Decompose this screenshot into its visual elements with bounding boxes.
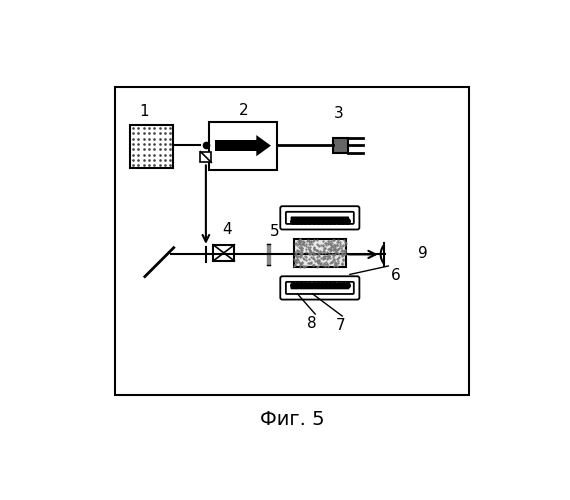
Bar xyxy=(332,138,348,153)
Bar xyxy=(201,152,211,162)
Bar xyxy=(115,87,469,395)
Text: Фиг. 5: Фиг. 5 xyxy=(260,410,324,430)
Text: 5: 5 xyxy=(270,224,280,239)
Bar xyxy=(131,126,173,168)
Text: 3: 3 xyxy=(333,106,343,122)
Text: 6: 6 xyxy=(391,268,401,283)
Text: 7: 7 xyxy=(335,318,345,333)
Text: 4: 4 xyxy=(222,222,231,237)
Bar xyxy=(213,245,234,261)
Text: 8: 8 xyxy=(307,316,316,331)
Text: 2: 2 xyxy=(239,102,249,118)
Bar xyxy=(209,122,276,170)
Bar xyxy=(294,240,346,267)
Text: 1: 1 xyxy=(139,104,149,120)
Polygon shape xyxy=(256,135,271,156)
Bar xyxy=(215,140,262,151)
Text: 9: 9 xyxy=(418,246,428,261)
